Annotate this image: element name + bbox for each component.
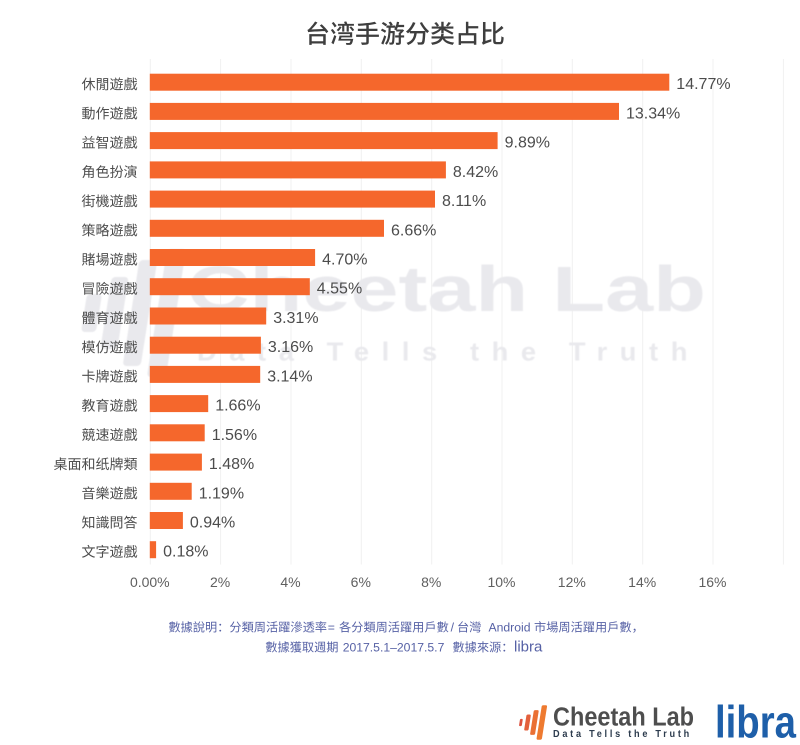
svg-text:8.42%: 8.42% [453, 164, 498, 181]
svg-text:4%: 4% [280, 574, 300, 590]
svg-text:Android: Android [489, 621, 531, 635]
svg-text:libra: libra [514, 639, 543, 656]
svg-text:13.34%: 13.34% [626, 105, 680, 122]
svg-text:2%: 2% [210, 574, 230, 590]
svg-text:6%: 6% [351, 574, 371, 590]
svg-text:10%: 10% [487, 574, 515, 590]
svg-text:9.89%: 9.89% [505, 135, 550, 152]
svg-text:3.31%: 3.31% [273, 310, 318, 327]
svg-text:14.77%: 14.77% [676, 76, 730, 93]
svg-text:Data Tells the Truth: Data Tells the Truth [197, 337, 700, 367]
svg-text:6.66%: 6.66% [391, 222, 436, 239]
svg-text:0.94%: 0.94% [190, 515, 235, 532]
svg-text:libra: libra [715, 697, 797, 741]
svg-text:1.48%: 1.48% [209, 456, 254, 473]
svg-text:/: / [451, 621, 455, 635]
svg-text:4.55%: 4.55% [317, 281, 362, 298]
svg-text:2017.5.1–2017.5.7: 2017.5.1–2017.5.7 [343, 641, 445, 655]
svg-text:8%: 8% [421, 574, 441, 590]
svg-text:1.56%: 1.56% [212, 427, 257, 444]
svg-text:12%: 12% [558, 574, 586, 590]
svg-text:1.19%: 1.19% [199, 485, 244, 502]
svg-text:Data Tells the Truth: Data Tells the Truth [553, 729, 692, 740]
svg-text:3.14%: 3.14% [267, 368, 312, 385]
svg-text:1.66%: 1.66% [215, 398, 260, 415]
svg-text:0.00%: 0.00% [130, 574, 170, 590]
svg-text:Cheetah Lab: Cheetah Lab [553, 704, 694, 732]
svg-text:0.18%: 0.18% [163, 544, 208, 561]
svg-text:3.16%: 3.16% [268, 339, 313, 356]
svg-text:16%: 16% [698, 574, 726, 590]
svg-text:8.11%: 8.11% [442, 193, 486, 210]
svg-text:=: = [328, 621, 335, 635]
svg-text:4.70%: 4.70% [322, 252, 367, 269]
svg-text:14%: 14% [628, 574, 656, 590]
